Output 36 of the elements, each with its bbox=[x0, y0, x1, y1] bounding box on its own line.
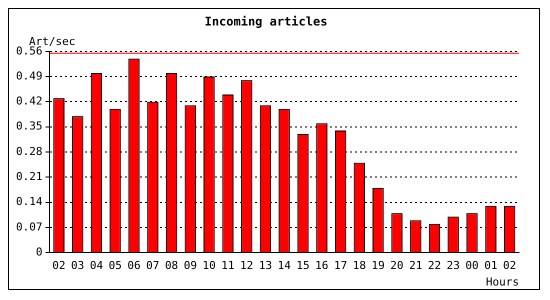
chart-title: Incoming articles bbox=[204, 14, 328, 28]
x-tick-label: 08 bbox=[164, 259, 178, 272]
x-tick-label: 13 bbox=[258, 259, 272, 272]
x-tick-label: 02 bbox=[502, 259, 516, 272]
x-tick-label: 05 bbox=[108, 259, 122, 272]
x-tick-label: 23 bbox=[446, 259, 460, 272]
y-tick-label: 0.21 bbox=[16, 170, 42, 184]
x-tick-label: 22 bbox=[428, 259, 442, 272]
x-tick-label: 18 bbox=[352, 259, 366, 272]
x-tick-label: 10 bbox=[202, 259, 216, 272]
x-tick-label: 17 bbox=[334, 259, 348, 272]
x-tick-label: 00 bbox=[465, 259, 479, 272]
x-tick-label: 02 bbox=[52, 259, 66, 272]
x-tick-label: 09 bbox=[184, 259, 197, 272]
y-tick-label: 0.35 bbox=[16, 120, 42, 133]
y-tick-label: 0 bbox=[36, 245, 42, 258]
x-tick-label: 06 bbox=[127, 259, 141, 272]
y-tick-label: 0.56 bbox=[16, 44, 42, 58]
x-tick-label: 11 bbox=[221, 259, 235, 272]
x-axis-title: Hours bbox=[486, 275, 519, 288]
x-tick-label: 14 bbox=[278, 259, 292, 272]
x-tick-label: 21 bbox=[409, 259, 422, 272]
x-tick-label: 01 bbox=[484, 259, 498, 272]
x-tick-label: 07 bbox=[146, 259, 160, 272]
y-tick-label: 0.42 bbox=[16, 94, 42, 108]
x-tick-label: 15 bbox=[296, 259, 310, 272]
y-tick-label: 0.07 bbox=[16, 220, 42, 234]
x-tick-label: 12 bbox=[240, 259, 254, 272]
x-tick-label: 20 bbox=[390, 259, 404, 272]
y-tick-label: 0.28 bbox=[16, 144, 42, 158]
x-tick-label: 19 bbox=[372, 259, 385, 272]
x-tick-label: 04 bbox=[90, 259, 104, 272]
x-tick-label: 03 bbox=[71, 259, 84, 272]
x-tick-label: 16 bbox=[315, 259, 328, 272]
y-tick-label: 0.14 bbox=[16, 195, 43, 208]
y-tick-label: 0.49 bbox=[16, 69, 42, 82]
